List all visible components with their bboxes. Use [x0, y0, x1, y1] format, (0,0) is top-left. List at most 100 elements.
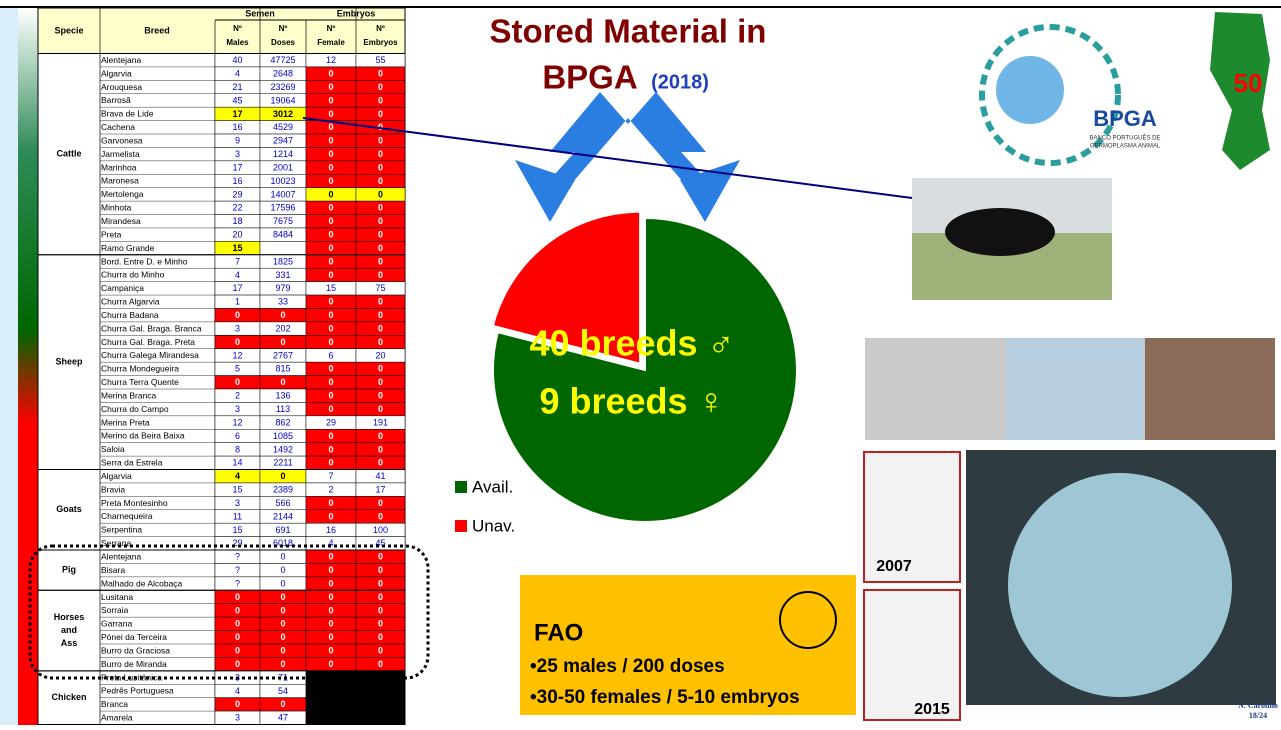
cell-value: 0	[280, 659, 285, 669]
cell-value: 0	[328, 297, 333, 307]
cell-value: 2211	[273, 458, 292, 468]
cell	[306, 711, 356, 724]
cell-value: 0	[235, 632, 240, 642]
breed: Churra Badana	[101, 310, 159, 320]
cell-value: 0	[328, 176, 333, 186]
breed: Merina Branca	[101, 390, 157, 400]
breed: Pónei da Terceira	[101, 632, 167, 642]
cell-value: 47725	[270, 55, 295, 65]
cell-value: 0	[378, 216, 383, 226]
cell	[306, 698, 356, 711]
specie: Chicken	[51, 692, 86, 702]
photo-tanks	[1145, 338, 1275, 440]
cell-value: 0	[328, 270, 333, 280]
cell-value: 1	[235, 297, 240, 307]
cell-value: 0	[328, 162, 333, 172]
breed: Burro da Graciosa	[101, 645, 170, 655]
cell-value: 1492	[273, 444, 293, 454]
cell-value: 29	[326, 417, 336, 427]
cell-value: 3	[235, 713, 240, 723]
cell-value: 4	[235, 270, 240, 280]
cell-value: 0	[378, 444, 383, 454]
cell-value: 4529	[273, 122, 293, 132]
cell-value: 0	[280, 565, 285, 575]
title: Stored Material in	[490, 13, 767, 50]
cell-value: 0	[235, 659, 240, 669]
cell-value: 17	[232, 283, 242, 293]
cell-value: 136	[275, 391, 290, 401]
breed: Churra Terra Quente	[101, 377, 179, 387]
cell-value: 6	[235, 431, 240, 441]
cell-value: 0	[378, 646, 383, 656]
breed: Bord. Entre D. e Minho	[101, 256, 188, 266]
cell-value: 0	[328, 619, 333, 629]
cell-value: 862	[275, 417, 290, 427]
cell-value: 0	[328, 203, 333, 213]
cell-value: 691	[275, 525, 290, 535]
cell-value: 0	[378, 203, 383, 213]
breed: Churra do Campo	[101, 404, 169, 414]
cell-value: 4	[235, 471, 240, 481]
cell-value: 0	[378, 511, 383, 521]
cell-value: 20	[375, 350, 385, 360]
cell-value: 0	[328, 122, 333, 132]
breed: Arouquesa	[101, 82, 142, 92]
breed: Churra do Minho	[101, 270, 165, 280]
cell-value: 5	[235, 364, 240, 374]
book-year: 2015	[914, 701, 950, 718]
header: Nº	[279, 24, 288, 33]
cell-value: 2	[328, 485, 333, 495]
year: (2018)	[651, 71, 709, 93]
cell-value: 0	[378, 337, 383, 347]
breed: Preta Montesinho	[101, 498, 168, 508]
cell-value: 0	[280, 646, 285, 656]
cell-value: 29	[232, 189, 242, 199]
breed: Saloia	[101, 444, 125, 454]
cell-value: 12	[232, 417, 242, 427]
cell-value: 0	[378, 136, 383, 146]
cell	[260, 241, 306, 254]
breed: Mertolenga	[101, 189, 144, 199]
breed: Bisara	[101, 565, 125, 575]
cell-value: 2001	[273, 162, 293, 172]
cell-value: 0	[378, 95, 383, 105]
cell-value: 0	[280, 310, 285, 320]
specie: Pig	[62, 565, 76, 575]
cell-value: 0	[378, 176, 383, 186]
cell-value: 19064	[270, 95, 295, 105]
cell-value: 0	[378, 310, 383, 320]
cell-value: 1825	[273, 256, 293, 266]
cell-value: 75	[375, 283, 385, 293]
cell-value: 0	[328, 216, 333, 226]
cell-value: 20	[232, 230, 242, 240]
cell-value: 0	[235, 310, 240, 320]
cell-value: 11	[233, 511, 242, 521]
cell-value: 0	[328, 552, 333, 562]
breed: Churra Gal. Braga. Branca	[101, 323, 202, 333]
fao-title: FAO	[534, 619, 583, 646]
breed: Barrosã	[101, 95, 131, 105]
cell-value: 7	[235, 256, 240, 266]
book-year: 2007	[876, 558, 912, 575]
cell-value: 100	[373, 525, 388, 535]
cell-value: 23269	[270, 82, 295, 92]
cell-value: 45	[232, 95, 242, 105]
footer: N. Carolino	[1238, 701, 1278, 710]
cell-value: 0	[328, 578, 333, 588]
cell-value: 14007	[270, 189, 295, 199]
cell-value: 17	[232, 109, 242, 119]
cell-value: 0	[378, 364, 383, 374]
header: Nº	[233, 24, 242, 33]
cell	[356, 698, 405, 711]
cell-value: 0	[378, 619, 383, 629]
fao-line: •25 males / 200 doses	[530, 656, 725, 677]
cell	[356, 684, 405, 697]
header: Specie	[54, 25, 83, 35]
cell-value: 0	[280, 592, 285, 602]
breed: Marinhoa	[101, 162, 137, 172]
cell-value: 0	[378, 270, 383, 280]
photo-embryos	[1006, 338, 1144, 440]
cell-value: 0	[378, 498, 383, 508]
cell-value: 0	[328, 565, 333, 575]
cell-value: 12	[232, 350, 242, 360]
